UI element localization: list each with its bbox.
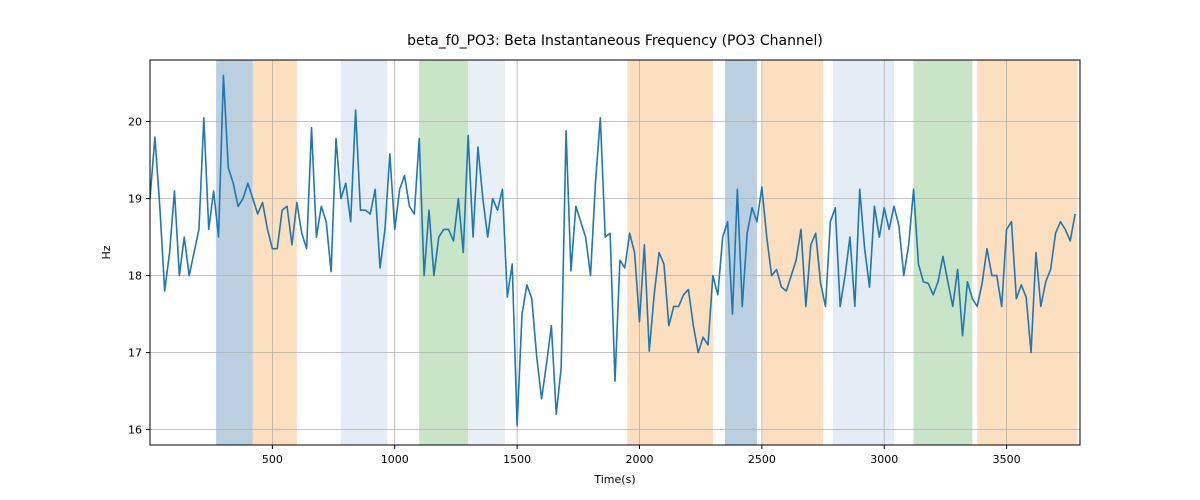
xtick-label: 1000	[381, 453, 409, 466]
ytick-label: 18	[128, 270, 142, 283]
shaded-span	[762, 60, 823, 445]
x-axis-label: Time(s)	[593, 473, 635, 486]
xtick-label: 3500	[993, 453, 1021, 466]
shaded-span	[914, 60, 973, 445]
xtick-label: 500	[262, 453, 283, 466]
shaded-span	[341, 60, 388, 445]
xtick-label: 2500	[748, 453, 776, 466]
shaded-span	[468, 60, 505, 445]
shaded-span	[977, 60, 1077, 445]
ytick-label: 16	[128, 424, 142, 437]
chart-container: 500 1000 1500 2000 2500 3000 3500 16 17 18 19 20 Tim…	[0, 0, 1200, 500]
shaded-span	[253, 60, 297, 445]
xtick-label: 1500	[503, 453, 531, 466]
shaded-span	[833, 60, 894, 445]
xtick-label: 3000	[870, 453, 898, 466]
xtick-label: 2000	[625, 453, 653, 466]
ytick-label: 19	[128, 193, 142, 206]
chart-title: beta_f0_PO3: Beta Instantaneous Frequenc…	[407, 33, 823, 49]
ytick-label: 20	[128, 116, 142, 129]
chart-svg: 500 1000 1500 2000 2500 3000 3500 16 17 18 19 20 Tim…	[0, 0, 1200, 500]
ytick-label: 17	[128, 347, 142, 360]
shaded-span	[627, 60, 713, 445]
y-axis-label: Hz	[100, 245, 113, 259]
